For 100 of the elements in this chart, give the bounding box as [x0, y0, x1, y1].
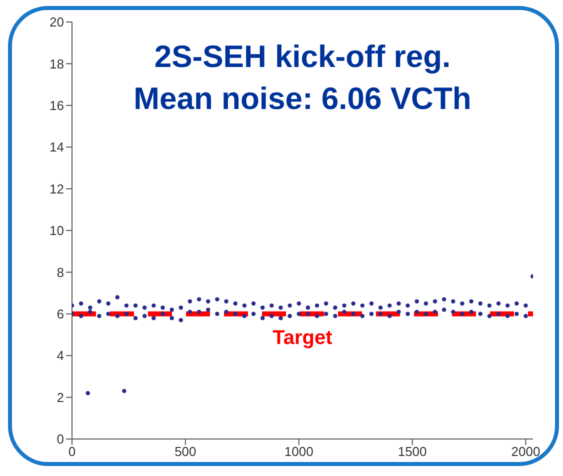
point — [351, 301, 356, 306]
point — [505, 303, 510, 308]
point — [206, 308, 210, 312]
point — [314, 303, 320, 308]
point — [206, 299, 210, 304]
point — [242, 303, 247, 308]
y-tick-label: 0 — [56, 432, 64, 447]
point — [196, 310, 202, 314]
point — [333, 314, 338, 318]
point — [324, 312, 328, 316]
point — [478, 301, 482, 306]
point — [432, 310, 438, 314]
point — [432, 299, 438, 304]
point — [514, 301, 519, 306]
y-tick-label: 14 — [50, 140, 64, 155]
y-tick-label: 4 — [56, 348, 64, 364]
point — [396, 310, 401, 314]
point — [152, 303, 156, 308]
point — [152, 316, 156, 320]
point — [196, 297, 202, 302]
point — [487, 314, 492, 318]
point — [424, 301, 428, 306]
point — [496, 312, 501, 316]
point — [505, 314, 510, 318]
point — [260, 316, 265, 320]
point — [296, 312, 301, 316]
y-tick-label: 20 — [50, 14, 64, 30]
point — [360, 314, 365, 318]
point — [115, 314, 120, 318]
point — [351, 312, 356, 316]
point — [306, 312, 310, 316]
point — [133, 316, 138, 320]
x-tick-label: 2000 — [511, 444, 540, 460]
point — [133, 303, 138, 308]
point — [270, 303, 274, 308]
point — [288, 314, 292, 318]
text: 2S-SEH kick-off reg. — [153, 38, 452, 76]
point — [314, 314, 320, 318]
point — [106, 312, 110, 316]
point — [170, 308, 174, 312]
point — [378, 306, 383, 310]
point — [88, 310, 92, 314]
x-tick-label: 0 — [68, 444, 76, 460]
y-tick-label: 6 — [56, 306, 64, 322]
point — [122, 388, 126, 394]
point — [388, 314, 392, 318]
point — [86, 391, 90, 396]
point — [460, 301, 464, 306]
point — [414, 310, 419, 314]
point — [160, 306, 165, 310]
point — [224, 299, 228, 304]
point — [514, 312, 519, 316]
point — [78, 301, 84, 306]
point — [115, 295, 120, 300]
point — [215, 297, 220, 302]
point — [442, 308, 446, 312]
point — [142, 306, 147, 310]
point — [251, 301, 256, 306]
point — [406, 312, 410, 316]
point — [97, 314, 102, 318]
point — [333, 306, 338, 310]
point — [469, 310, 474, 314]
y-tick-label: 12 — [50, 181, 64, 196]
point — [88, 306, 92, 310]
point — [469, 299, 474, 304]
point — [460, 312, 464, 316]
point — [524, 303, 528, 308]
point — [342, 303, 346, 308]
point — [288, 303, 292, 308]
point — [233, 312, 238, 316]
point — [451, 310, 456, 314]
y-tick-label: 2 — [56, 390, 64, 405]
y-tick-label: 8 — [56, 264, 64, 280]
point — [178, 306, 184, 310]
point — [487, 303, 492, 308]
point — [170, 316, 174, 320]
point — [278, 316, 283, 320]
point — [124, 312, 129, 316]
point — [106, 301, 110, 306]
ref-line-label: Target — [272, 327, 333, 350]
point — [270, 314, 274, 318]
point — [396, 301, 401, 306]
point — [342, 310, 346, 314]
point — [242, 314, 247, 318]
point — [478, 312, 482, 316]
point — [215, 312, 220, 316]
point — [124, 303, 129, 308]
point — [360, 303, 365, 308]
point — [233, 301, 238, 306]
point — [496, 301, 501, 306]
point — [260, 306, 265, 310]
point — [369, 312, 374, 316]
point — [369, 301, 374, 306]
point — [296, 301, 301, 306]
point — [324, 301, 328, 306]
point — [530, 274, 533, 278]
point — [451, 299, 456, 304]
point — [406, 303, 410, 308]
y-tick-label: 10 — [50, 223, 64, 238]
text: Mean noise: 6.06 VCTh — [132, 80, 472, 118]
